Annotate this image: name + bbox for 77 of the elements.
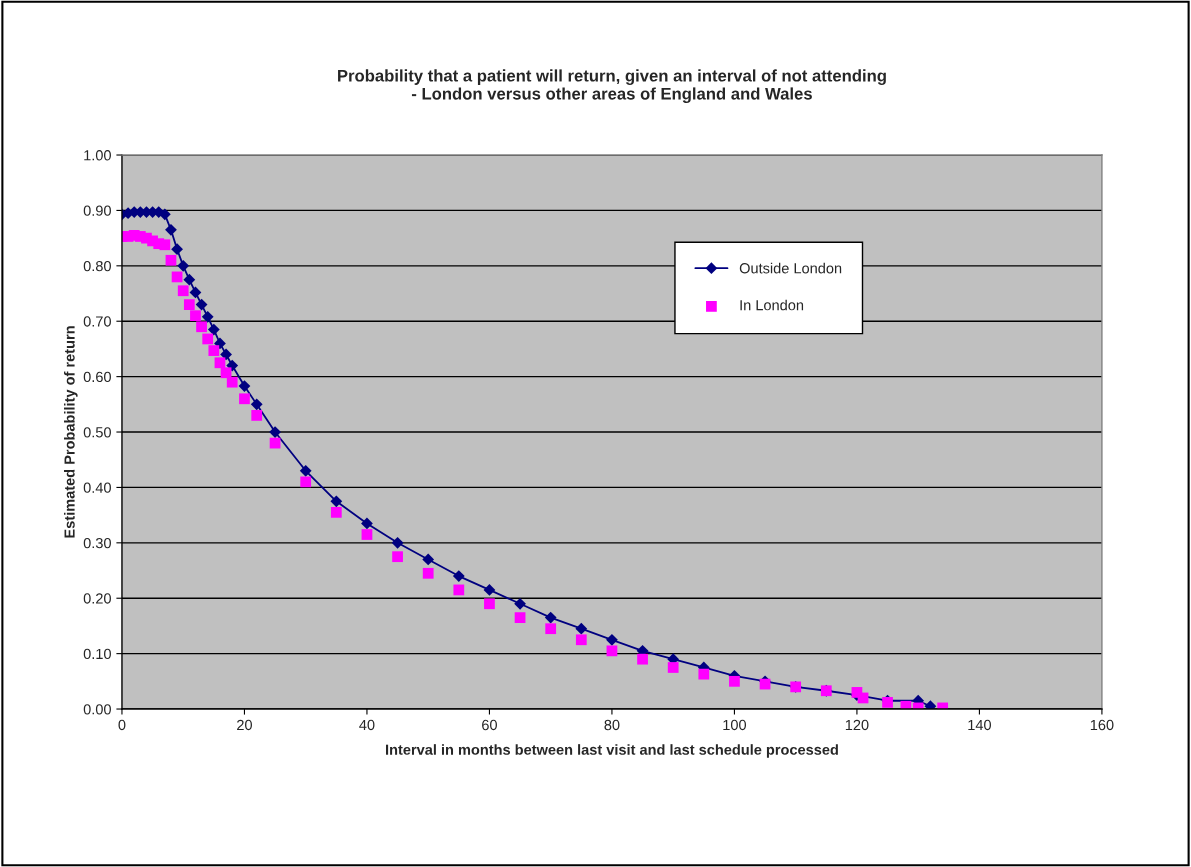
point	[361, 517, 373, 530]
point	[196, 321, 207, 333]
point	[422, 553, 435, 566]
point	[545, 623, 557, 635]
point	[300, 476, 312, 488]
x-tick-label: 60	[482, 719, 497, 731]
point	[514, 597, 526, 610]
point	[667, 662, 679, 673]
x-tick-label: 80	[604, 719, 620, 731]
point	[226, 376, 238, 388]
point	[177, 259, 190, 272]
y-tick-label: 0.80	[83, 260, 111, 272]
y-axis-title: Estimated Probability of return	[64, 326, 78, 538]
point	[201, 310, 214, 323]
point	[391, 536, 404, 549]
point	[183, 299, 195, 310]
point	[189, 286, 202, 299]
point	[729, 675, 740, 687]
x-tick-label: 0	[118, 719, 126, 731]
x-tick-label: 40	[359, 719, 375, 731]
point	[606, 645, 618, 657]
point	[330, 506, 342, 518]
legend-label: In London	[740, 299, 804, 311]
point	[544, 611, 557, 624]
y-tick-label: 0.00	[83, 704, 111, 715]
y-tick-label: 0.40	[83, 482, 111, 493]
point	[698, 668, 710, 680]
x-tick-label: 140	[968, 719, 992, 731]
point	[238, 380, 251, 392]
point	[575, 622, 588, 635]
point	[514, 612, 526, 623]
point	[361, 529, 373, 540]
y-tick-label: 0.90	[83, 205, 111, 216]
point	[575, 634, 587, 646]
point	[330, 495, 343, 508]
x-axis-title: Interval in months between last visit and last schedule processed	[386, 744, 838, 758]
point	[452, 570, 465, 582]
point	[190, 310, 201, 322]
y-tick-label: 0.20	[83, 593, 111, 604]
point	[220, 367, 232, 379]
point	[171, 243, 183, 256]
y-tick-label: 0.50	[83, 427, 111, 438]
point	[207, 323, 220, 336]
point	[299, 464, 312, 477]
x-tick-label: 120	[845, 719, 869, 731]
y-tick-label: 1.00	[84, 150, 111, 161]
x-tick-label: 160	[1090, 719, 1114, 731]
point	[165, 223, 177, 236]
point	[637, 653, 648, 665]
x-tick-label: 100	[723, 719, 747, 731]
legend-label: Outside London	[739, 262, 842, 274]
point	[924, 700, 937, 710]
y-tick-label: 0.10	[83, 648, 111, 660]
point	[392, 551, 403, 563]
point	[208, 345, 220, 356]
point	[483, 584, 496, 596]
chart-title: Probability that a patient will return, given an interval of not attending - London versus other areas of England and Wales	[338, 69, 886, 103]
point	[453, 584, 465, 596]
y-tick-label: 0.30	[83, 537, 111, 549]
point	[484, 598, 495, 610]
point	[214, 357, 226, 369]
y-tick-label: 0.60	[83, 371, 111, 383]
point	[220, 348, 232, 361]
point	[202, 333, 214, 345]
point	[177, 285, 189, 297]
point	[250, 398, 263, 411]
point	[251, 410, 263, 421]
point	[422, 567, 434, 579]
point	[195, 298, 208, 311]
point	[606, 633, 618, 646]
x-tick-label: 20	[237, 719, 252, 731]
y-tick-label: 0.70	[83, 316, 111, 327]
point	[214, 337, 226, 350]
point	[165, 254, 177, 266]
point	[183, 273, 196, 286]
point	[239, 393, 250, 405]
point	[159, 239, 171, 251]
